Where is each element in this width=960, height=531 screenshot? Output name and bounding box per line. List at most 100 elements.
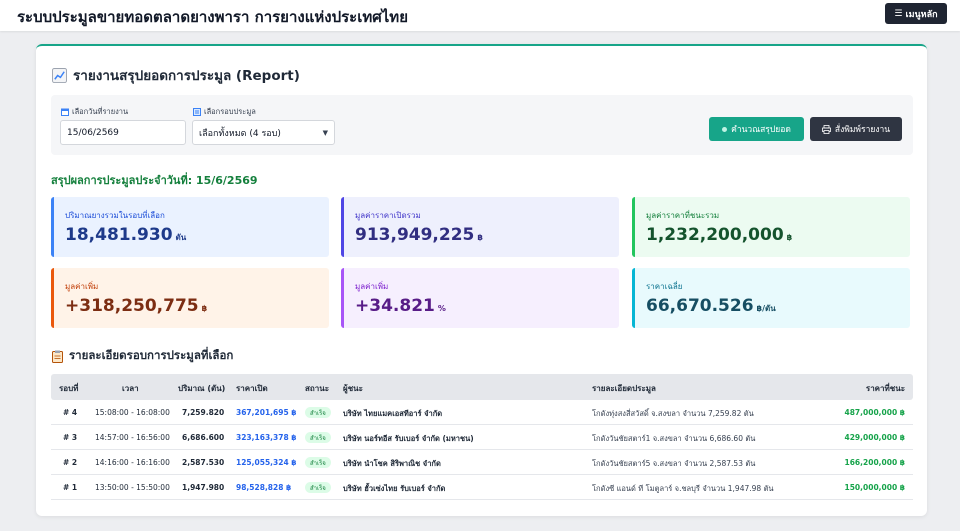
- stat-card: มูลค่าราคาที่ชนะรวม 1,232,200,000 ฿: [632, 197, 910, 257]
- printer-icon: [821, 124, 831, 134]
- cell-qty: 2,587.530: [182, 458, 225, 467]
- detail-heading-text: รายละเอียดรอบการประมูลที่เลือก: [69, 348, 234, 362]
- hamburger-icon: ☰: [894, 8, 903, 19]
- stat-label: ปริมาณยางรวมในรอบที่เลือก: [65, 211, 165, 220]
- round-label-text: เลือกรอบประมูล: [204, 107, 256, 116]
- stat-value-wrap: 913,949,225 ฿: [355, 225, 483, 245]
- round-select[interactable]: เลือกทั้งหมด (4 รอบ) ▼: [192, 120, 335, 145]
- calculate-button-label: คำนวณสรุปยอด: [731, 125, 791, 135]
- cell-winner: บริษัท ไทยแมคเอสทีอาร์ จำกัด: [343, 409, 443, 418]
- cell-winner: บริษัท ฮั้วเซ่งไทย รับเบอร์ จำกัด: [343, 484, 446, 493]
- date-label-text: เลือกวันที่รายงาน: [72, 107, 129, 116]
- dot-icon: [722, 126, 728, 132]
- cell-qty: 7,259.820: [182, 408, 225, 417]
- calendar-icon: [61, 108, 69, 116]
- table-header: รอบที่ เวลา ปริมาณ (ตัน) ราคาเปิด สถานะ …: [51, 374, 913, 400]
- cell-winner: บริษัท นำโชค สิริพาณิช จำกัด: [343, 459, 441, 468]
- clipboard-icon: [52, 350, 63, 363]
- cell-qty: 6,686.600: [182, 433, 225, 442]
- col-qty: ปริมาณ (ตัน): [178, 384, 226, 393]
- stat-value-wrap: 66,670.526 ฿/ตัน: [646, 296, 776, 316]
- stat-unit: ฿: [201, 304, 208, 313]
- cell-win: 487,000,000 ฿: [844, 408, 906, 417]
- stat-value-wrap: 1,232,200,000 ฿: [646, 225, 792, 245]
- col-open: ราคาเปิด: [236, 384, 268, 393]
- app-title: ระบบประมูลขายทอดตลาดยางพารา การยางแห่งปร…: [17, 8, 408, 26]
- cell-time: 15:08:00 - 16:08:00: [95, 408, 170, 417]
- status-badge: สำเร็จ: [305, 432, 331, 443]
- col-status: สถานะ: [305, 384, 329, 393]
- stat-value: 18,481.930: [65, 225, 173, 245]
- cell-win: 429,000,000 ฿: [844, 433, 906, 442]
- cell-time: 13:50:00 - 15:50:00: [95, 483, 170, 492]
- stat-value: 913,949,225: [355, 225, 475, 245]
- date-input[interactable]: 15/06/2569: [60, 120, 186, 145]
- table-row[interactable]: # 4 15:08:00 - 16:08:00 7,259.820 367,20…: [51, 400, 913, 425]
- table-row[interactable]: # 1 13:50:00 - 15:50:00 1,947.980 98,528…: [51, 475, 913, 500]
- cell-open: 367,201,695 ฿: [236, 408, 297, 417]
- cell-qty: 1,947.980: [182, 483, 225, 492]
- rounds-table: รอบที่ เวลา ปริมาณ (ตัน) ราคาเปิด สถานะ …: [51, 374, 913, 500]
- report-title: รายงานสรุปยอดการประมูล (Report): [52, 64, 300, 86]
- stat-unit: ฿: [786, 233, 793, 242]
- cell-round: # 4: [63, 408, 78, 417]
- cell-time: 14:16:00 - 16:16:00: [95, 458, 170, 467]
- cell-open: 323,163,378 ฿: [236, 433, 297, 442]
- date-input-value: 15/06/2569: [67, 127, 119, 138]
- report-title-text: รายงานสรุปยอดการประมูล (Report): [73, 68, 300, 84]
- stat-unit: ฿/ตัน: [756, 304, 776, 313]
- table-row[interactable]: # 3 14:57:00 - 16:56:00 6,686.600 323,16…: [51, 425, 913, 450]
- stat-label: มูลค่าราคาที่ชนะรวม: [646, 211, 720, 220]
- date-label: เลือกวันที่รายงาน: [61, 106, 128, 118]
- cell-winner: บริษัท นอร์ทอีส รับเบอร์ จำกัด (มหาชน): [343, 434, 474, 443]
- print-button-label: สั่งพิมพ์รายงาน: [834, 125, 891, 135]
- round-select-value: เลือกทั้งหมด (4 รอบ): [199, 128, 281, 139]
- main-menu-button[interactable]: ☰ เมนูหลัก: [885, 3, 947, 24]
- chevron-down-icon: ▼: [322, 129, 328, 137]
- col-winner: ผู้ชนะ: [343, 384, 363, 393]
- cell-round: # 3: [63, 433, 78, 442]
- stat-card: ปริมาณยางรวมในรอบที่เลือก 18,481.930 ตัน: [51, 197, 329, 257]
- stat-label: มูลค่าเพิ่ม: [65, 282, 99, 291]
- report-card: รายงานสรุปยอดการประมูล (Report) เลือกวัน…: [36, 44, 927, 516]
- stat-value-wrap: +34.821%: [355, 296, 446, 316]
- stat-value-wrap: +318,250,775 ฿: [65, 296, 207, 316]
- main-menu-label: เมนูหลัก: [905, 9, 938, 20]
- stat-unit: %: [437, 304, 446, 313]
- stat-unit: ฿: [477, 233, 483, 242]
- table-row[interactable]: # 2 14:16:00 - 16:16:00 2,587.530 125,05…: [51, 450, 913, 475]
- cell-detail: โกดังทุ่งสงสี่สวัสดิ์ จ.สงขลา จำนวน 7,25…: [592, 409, 754, 418]
- round-label: เลือกรอบประมูล: [193, 106, 256, 118]
- cell-win: 150,000,000 ฿: [844, 483, 906, 492]
- print-button[interactable]: สั่งพิมพ์รายงาน: [810, 117, 902, 141]
- stat-value: 1,232,200,000: [646, 225, 784, 245]
- stat-value: +318,250,775: [65, 296, 199, 316]
- stat-card: ราคาเฉลี่ย 66,670.526 ฿/ตัน: [632, 268, 910, 328]
- detail-heading: รายละเอียดรอบการประมูลที่เลือก: [52, 347, 233, 365]
- stat-value-wrap: 18,481.930 ตัน: [65, 225, 186, 245]
- stat-value: 66,670.526: [646, 296, 754, 316]
- col-detail: รายละเอียดประมูล: [592, 384, 656, 393]
- cell-detail: โกดังวันชัยสตาร์5 จ.สงขลา จำนวน 2,587.53…: [592, 459, 756, 468]
- cell-open: 125,055,324 ฿: [236, 458, 297, 467]
- stat-label: มูลค่าราคาเปิดรวม: [355, 211, 421, 220]
- col-round: รอบที่: [59, 384, 79, 393]
- col-time: เวลา: [122, 384, 139, 393]
- stat-label: ราคาเฉลี่ย: [646, 282, 683, 291]
- status-badge: สำเร็จ: [305, 457, 331, 468]
- col-win: ราคาที่ชนะ: [865, 384, 905, 393]
- stat-card: มูลค่าราคาเปิดรวม 913,949,225 ฿: [341, 197, 619, 257]
- cell-detail: โกดังซี แอนด์ ที โมตูลาร์ จ.ชลบุรี จำนวน…: [592, 484, 774, 493]
- stat-value: +34.821: [355, 296, 435, 316]
- status-badge: สำเร็จ: [305, 482, 331, 493]
- top-bar: ระบบประมูลขายทอดตลาดยางพารา การยางแห่งปร…: [0, 0, 960, 31]
- cell-open: 98,528,828 ฿: [236, 483, 292, 492]
- calculate-button[interactable]: คำนวณสรุปยอด: [709, 117, 804, 141]
- cell-time: 14:57:00 - 16:56:00: [95, 433, 170, 442]
- list-icon: [193, 108, 201, 116]
- chart-icon: [52, 67, 67, 83]
- cell-round: # 2: [63, 458, 78, 467]
- cell-win: 166,200,000 ฿: [844, 458, 906, 467]
- cell-detail: โกดังวันชัยสตาร์1 จ.สงขลา จำนวน 6,686.60…: [592, 434, 756, 443]
- summary-heading: สรุปผลการประมูลประจำวันที่: 15/6/2569: [51, 174, 258, 187]
